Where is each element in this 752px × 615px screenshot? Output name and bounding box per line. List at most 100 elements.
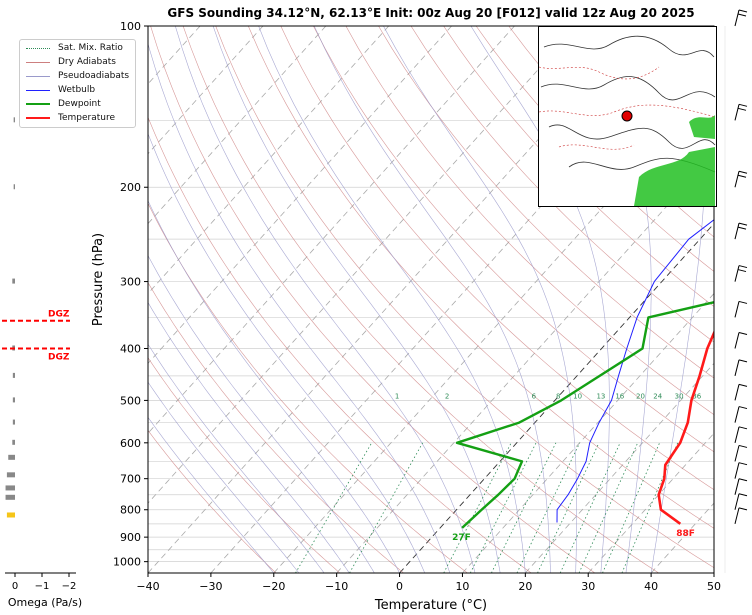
wind-barb-flag [737, 107, 747, 111]
location-marker [621, 110, 633, 122]
omega-tick-label: −2 [62, 581, 77, 592]
isotherm [148, 26, 578, 504]
wind-barb-staff [734, 9, 740, 27]
wind-barb [734, 507, 748, 524]
wind-barb-flag [738, 462, 748, 466]
legend-label: Dewpoint [58, 99, 101, 109]
y-tick-label: 900 [120, 531, 141, 544]
isotherm [148, 26, 390, 295]
wind-barb-flag [738, 478, 748, 482]
legend: Sat. Mix. Ratio Dry Adiabats Pseudoadiab… [19, 39, 136, 128]
wind-barb-staff [734, 478, 740, 495]
wind-barb-flag [738, 444, 748, 448]
mixing-ratio-label: 20 [636, 392, 645, 400]
moist-adiabat [148, 132, 425, 573]
wind-barb-flag [738, 170, 748, 174]
moist-adiabat [148, 254, 375, 573]
y-axis-label: Pressure (hPa) [91, 233, 106, 326]
x-tick-label: 50 [707, 580, 721, 593]
dry-adiabat [313, 26, 714, 453]
wind-barb [734, 222, 748, 240]
legend-label: Wetbulb [58, 85, 96, 95]
y-tick-label: 600 [120, 437, 141, 450]
wind-barb-flag [738, 9, 748, 13]
map-border-line [540, 76, 716, 101]
legend-label: Sat. Mix. Ratio [58, 43, 123, 53]
omega-bar [12, 419, 15, 425]
dry-adiabat [475, 26, 714, 272]
wind-barb [734, 383, 748, 401]
wind-barb-staff [734, 507, 740, 524]
x-tick-label: 20 [518, 580, 532, 593]
legend-swatch [26, 61, 50, 63]
moist-adiabat [175, 26, 476, 573]
x-tick-label: −40 [136, 580, 159, 593]
x-tick-label: 40 [644, 580, 658, 593]
dry-adiabat [148, 357, 340, 573]
map-border-line [548, 124, 716, 149]
wind-barb-staff [734, 223, 740, 240]
wind-barb [734, 426, 748, 443]
moist-adiabat [258, 26, 526, 573]
wind-barb [734, 170, 748, 188]
dry-adiabat [378, 26, 714, 379]
mixing-ratio-line [621, 442, 679, 573]
legend-item-mixing-ratio: Sat. Mix. Ratio [26, 42, 123, 54]
location-map [539, 35, 716, 206]
map-precip-area [689, 115, 715, 139]
dry-adiabat [150, 26, 596, 573]
isotherm [148, 26, 264, 155]
wind-barb-flag [738, 300, 748, 304]
location-map-inset [538, 26, 717, 207]
surface-dewpoint-label: 27F [452, 533, 471, 543]
wind-barb-flag [737, 13, 747, 17]
moist-adiabat [148, 42, 451, 573]
wind-barb [734, 462, 748, 479]
wind-barb [734, 265, 748, 282]
legend-swatch [26, 47, 50, 49]
moist-adiabat [148, 200, 400, 573]
x-tick-label: −30 [199, 580, 222, 593]
mixing-ratio-label: 13 [596, 392, 605, 400]
temperature-line [657, 329, 714, 525]
mixing-ratio-label: 1 [395, 392, 399, 400]
wind-barb-staff [734, 406, 740, 423]
wind-barb-flag [738, 222, 748, 226]
dgz-label: DGZ [48, 310, 70, 320]
dry-adiabat [148, 116, 532, 573]
wind-barb-flag [738, 332, 748, 335]
wind-barb-staff [734, 301, 740, 318]
x-tick-label: 30 [581, 580, 595, 593]
wetbulb-line [556, 219, 714, 523]
moist-adiabat [470, 26, 610, 573]
mixing-ratio-line [349, 442, 424, 573]
y-tick-label: 400 [120, 342, 141, 355]
y-tick-label: 700 [120, 473, 141, 486]
mixing-ratio-label: 24 [653, 392, 662, 400]
moist-adiabat [313, 26, 551, 573]
wind-barb-staff [734, 445, 740, 462]
dry-adiabat [148, 429, 277, 573]
wind-barb-staff [734, 359, 740, 377]
wind-barb-flag [738, 406, 748, 410]
y-tick-label: 500 [120, 394, 141, 407]
wind-barb-flag [738, 507, 748, 511]
x-tick-label: −10 [325, 580, 348, 593]
wind-barb-flag [738, 265, 748, 269]
x-tick-label: 0 [396, 580, 403, 593]
plot-area: 1 2 6 8 10 13 16 20 24 30 36 [148, 26, 714, 573]
mixing-ratio-line [469, 442, 537, 573]
legend-item-dry-adiabats: Dry Adiabats [26, 56, 116, 68]
omega-tick-label: −1 [35, 581, 50, 592]
wind-barb-staff [734, 462, 740, 479]
mixing-ratio-line [516, 442, 581, 573]
wind-barb-flag [738, 383, 748, 387]
y-tick-label: 200 [120, 181, 141, 194]
dry-adiabat [148, 282, 404, 573]
omega-bar [6, 512, 16, 518]
wind-barb-staff [734, 332, 740, 349]
legend-swatch [26, 117, 50, 119]
wind-barb [734, 493, 748, 510]
x-tick-label: 10 [455, 580, 469, 593]
